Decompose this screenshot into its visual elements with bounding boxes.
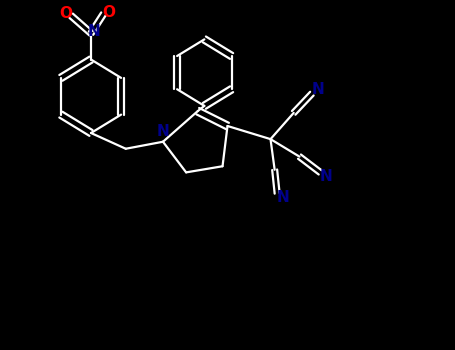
Text: O: O — [103, 5, 116, 20]
Text: N: N — [319, 169, 332, 184]
Text: N: N — [88, 24, 101, 39]
Text: N: N — [311, 82, 324, 97]
Text: N: N — [157, 124, 169, 139]
Text: N: N — [277, 190, 289, 205]
Text: O: O — [59, 7, 72, 21]
